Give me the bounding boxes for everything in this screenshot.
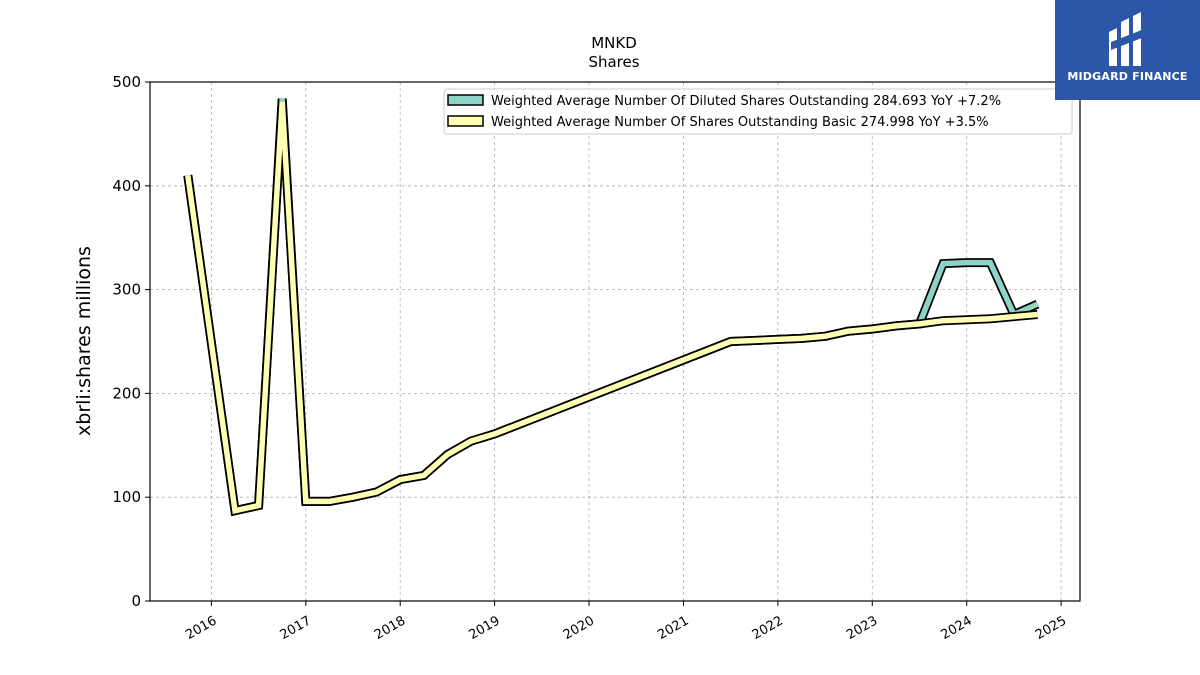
- y-tick-label: 0: [131, 592, 141, 610]
- midgard-m-icon: [1109, 12, 1147, 66]
- x-tick-label: 2018: [372, 613, 408, 643]
- logo-text: MIDGARD FINANCE: [1067, 70, 1188, 83]
- legend-label-basic: Weighted Average Number Of Shares Outsta…: [491, 115, 989, 130]
- y-tick-label: 400: [112, 177, 141, 195]
- legend: Weighted Average Number Of Diluted Share…: [443, 88, 1073, 135]
- series-outline-1: [183, 101, 1038, 517]
- y-tick-label: 100: [112, 488, 141, 506]
- series-line-0: [185, 98, 1039, 515]
- y-axis-label: xbrli:shares millions: [73, 246, 95, 436]
- x-tick-label: 2016: [183, 613, 219, 643]
- plot-frame: [149, 81, 1081, 602]
- y-tick-label: 200: [112, 384, 141, 402]
- y-tick-label: 300: [112, 281, 141, 299]
- series-outline-0: [183, 98, 1040, 517]
- x-tick-label: 2023: [844, 613, 880, 643]
- x-tick-label: 2024: [939, 613, 975, 643]
- legend-label-diluted: Weighted Average Number Of Diluted Share…: [491, 94, 1001, 109]
- x-tick-label: 2022: [750, 613, 786, 643]
- legend-swatch-diluted: [447, 94, 484, 106]
- chart-title: MNKD: [591, 34, 637, 52]
- x-tick-label: 2020: [561, 613, 597, 643]
- legend-box: [443, 88, 1073, 135]
- series-line-1: [185, 101, 1038, 515]
- x-tick-label: 2021: [655, 613, 691, 643]
- legend-swatch-basic: [447, 115, 484, 127]
- x-tick-label: 2019: [466, 613, 502, 643]
- chart-subtitle: Shares: [588, 53, 639, 71]
- midgard-finance-logo: MIDGARD FINANCE: [1055, 0, 1200, 100]
- x-tick-label: 2025: [1033, 613, 1069, 643]
- x-tick-label: 2017: [278, 613, 314, 643]
- y-tick-label: 500: [112, 73, 141, 91]
